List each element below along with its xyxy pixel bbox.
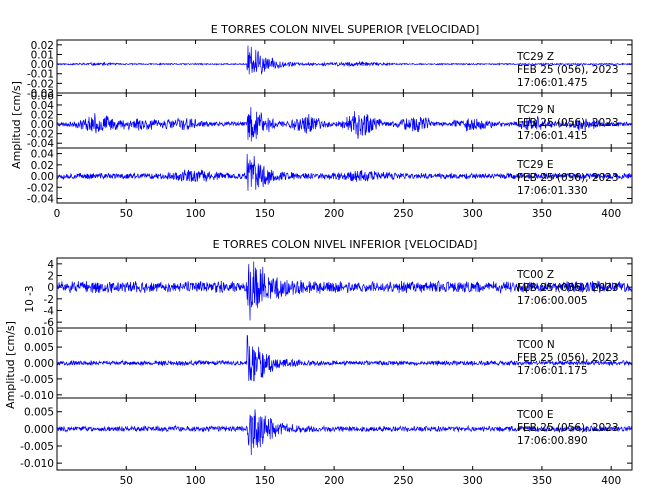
y-tick-label: 0.06 (31, 90, 55, 102)
y-tick-label: 0 (47, 282, 54, 294)
waveform-line (56, 334, 633, 382)
y-tick-label: 0.02 (31, 40, 54, 52)
x-tick-label: 300 (463, 208, 483, 220)
top-chart-title: E TORRES COLON NIVEL SUPERIOR [VELOCIDAD… (211, 23, 480, 36)
y-tick-label: 0.02 (31, 160, 54, 172)
station-label: TC29 Z (516, 51, 554, 63)
waveform-line (56, 45, 633, 75)
x-tick-label: 100 (186, 475, 206, 487)
record-time: 17:06:00.890 (517, 435, 588, 447)
waveform-line (57, 153, 633, 191)
x-tick-label: 100 (186, 208, 206, 220)
y-tick-label: 0.01 (31, 49, 54, 61)
y-tick-label: 0.00 (31, 59, 54, 71)
y-tick-label: -4 (44, 306, 55, 318)
y-tick-label: 0.005 (24, 342, 54, 354)
y-tick-label: -6 (44, 317, 55, 329)
top-chart-ylabel: Amplitud [cm/s] (10, 81, 23, 169)
record-date: FEB 25 (056), 2023 (517, 282, 619, 294)
x-tick-label: 250 (393, 475, 413, 487)
y-tick-label: -2 (44, 294, 54, 306)
record-date: FEB 25 (056), 2023 (517, 64, 619, 76)
y-tick-label: 0.00 (31, 119, 54, 131)
record-time: 17:06:01.330 (517, 185, 588, 197)
x-tick-label: 350 (532, 475, 552, 487)
record-time: 17:06:01.415 (517, 130, 588, 142)
station-label: TC00 N (516, 339, 555, 351)
waveform-line (56, 261, 633, 321)
station-label: TC29 E (516, 159, 553, 171)
bottom-chart-ylabel: Amplitud [cm/s] (4, 321, 17, 409)
y-tick-label: 4 (47, 259, 54, 271)
y-tick-label: 0.000 (24, 424, 54, 436)
x-tick-label: 400 (601, 208, 621, 220)
y-tick-label: 0.00 (31, 171, 54, 183)
waveform-line (56, 409, 633, 456)
record-date: FEB 25 (056), 2023 (517, 117, 619, 129)
x-tick-label: 250 (393, 208, 413, 220)
station-label: TC00 Z (516, 269, 554, 281)
y-tick-label: -0.005 (20, 441, 54, 453)
y-tick-label: -0.01 (27, 69, 54, 81)
x-tick-label: 300 (463, 475, 483, 487)
y-tick-label: 0.000 (24, 358, 54, 370)
x-tick-label: 50 (120, 208, 133, 220)
record-time: 17:06:01.475 (517, 77, 588, 89)
x-tick-label: 400 (601, 475, 621, 487)
x-tick-label: 150 (255, 208, 275, 220)
y-tick-label: -0.04 (27, 138, 54, 150)
y-tick-label: -0.02 (27, 182, 54, 194)
y-tick-label: 2 (47, 271, 54, 283)
y-tick-label: -0.02 (27, 78, 54, 90)
trace-panel-frame (56, 397, 633, 471)
x-tick-label: 350 (532, 208, 552, 220)
y-tick-label: 0.04 (31, 149, 55, 161)
bottom-chart-title: E TORRES COLON NIVEL INFERIOR [VELOCIDAD… (213, 238, 478, 251)
station-label: TC29 N (516, 104, 555, 116)
scale-label: 10 -3 (24, 285, 36, 312)
y-tick-label: 0.010 (24, 326, 54, 338)
y-tick-label: -0.04 (27, 194, 54, 206)
x-tick-label: 150 (255, 475, 275, 487)
y-tick-label: -0.005 (20, 374, 54, 386)
record-time: 17:06:00.005 (517, 295, 588, 307)
y-tick-label: -0.03 (27, 88, 54, 100)
record-date: FEB 25 (056), 2023 (517, 352, 619, 364)
x-tick-label: 0 (54, 208, 61, 220)
station-label: TC00 E (516, 409, 553, 421)
record-date: FEB 25 (056), 2023 (517, 422, 619, 434)
waveform-line (56, 107, 633, 142)
y-tick-label: 0.02 (31, 110, 54, 122)
y-tick-label: 0.04 (31, 100, 55, 112)
record-time: 17:06:01.175 (517, 365, 588, 377)
x-tick-label: 50 (120, 475, 133, 487)
y-tick-label: 0.005 (24, 407, 54, 419)
x-tick-label: 200 (324, 208, 344, 220)
y-tick-label: -0.02 (27, 129, 54, 141)
record-date: FEB 25 (056), 2023 (517, 172, 619, 184)
y-tick-label: -0.010 (20, 458, 54, 470)
y-tick-label: -0.010 (20, 390, 54, 402)
x-tick-label: 200 (324, 475, 344, 487)
